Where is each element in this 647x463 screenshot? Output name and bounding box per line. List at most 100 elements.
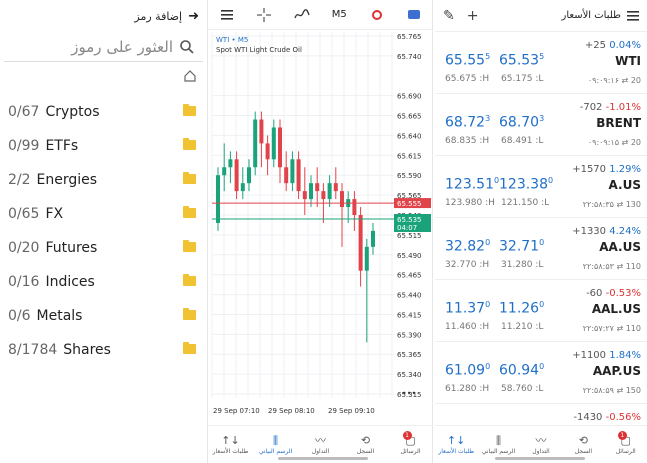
candle-body bbox=[333, 183, 338, 192]
high-price: 65.675 :H bbox=[445, 74, 490, 84]
symbol-name: AAL.US bbox=[591, 302, 641, 316]
nav-tab-3[interactable]: ⟲ السجل bbox=[346, 434, 386, 455]
ask-price: 68.703 bbox=[499, 114, 545, 131]
candle-body bbox=[364, 246, 369, 271]
nav-tab-label: طلبات الأسعار bbox=[212, 447, 249, 455]
quote-time-spread: ۰۹:۰۹:۱۶ ⇄ 20 bbox=[587, 76, 641, 85]
group-count: 0/67 bbox=[8, 104, 40, 120]
nav-tab-0[interactable]: ↑↓ طلبات الأسعار bbox=[211, 434, 251, 455]
quote-time-spread: ۰۹:۰۹:۱۵ ⇄ 20 bbox=[587, 138, 641, 147]
price-tick-label: 65.415 bbox=[397, 311, 422, 319]
chart-symbol-description: Spot WTI Light Crude Oil bbox=[216, 46, 302, 54]
group-name: ETFs bbox=[45, 138, 79, 154]
objects-icon[interactable] bbox=[364, 5, 390, 25]
symbol-group-futures[interactable]: 0/20 Futures bbox=[0, 237, 207, 259]
high-price: 61.280 :H bbox=[445, 384, 490, 394]
nav-tab-0[interactable]: ↑↓ طلبات الأسعار bbox=[436, 434, 476, 455]
quote-time-spread: ۲۲:۵۸:۳۵ ⇄ 130 bbox=[582, 200, 641, 209]
quote-row[interactable]: -1430 -0.56% bbox=[435, 404, 647, 463]
candle-body bbox=[340, 191, 344, 208]
nav-tab-4[interactable]: ▢ الرسائل 1 bbox=[391, 430, 431, 455]
symbol-group-indices[interactable]: 0/16 Indices bbox=[0, 271, 207, 293]
nav-tab-label: الرسائل bbox=[400, 447, 421, 455]
candle-body bbox=[271, 127, 276, 160]
high-price: 32.770 :H bbox=[445, 260, 490, 270]
symbols-header: إضافة رمز ➜ bbox=[0, 0, 207, 32]
indicators-icon[interactable] bbox=[289, 5, 315, 25]
search-icon bbox=[180, 39, 194, 54]
bottom-nav-quotes: ↑↓ طلبات الأسعار ⫼ الرسم البياني 〰 التداول ⟲ ال… bbox=[435, 425, 647, 463]
price-tick-label: 65.765 bbox=[397, 33, 422, 41]
group-count: 0/20 bbox=[8, 240, 40, 256]
back-arrow-icon[interactable]: ➜ bbox=[188, 8, 199, 24]
quote-row[interactable]: 123.510 123.380 123.980 :H 121.150 :L A.US ۲۲… bbox=[435, 156, 647, 218]
nav-tab-1[interactable]: ⫼ الرسم البياني bbox=[479, 434, 519, 455]
price-tick-label: 65.740 bbox=[397, 53, 422, 61]
symbol-group-metals[interactable]: 0/6 Metals bbox=[0, 305, 207, 327]
high-price: 68.835 :H bbox=[445, 136, 490, 146]
bid-price-tag: 65.535 bbox=[397, 216, 422, 224]
quote-row[interactable]: 65.555 65.535 65.675 :H 65.175 :L WTI ۰۹:۰۹:۱… bbox=[435, 32, 647, 94]
ask-price: 65.535 bbox=[499, 52, 545, 69]
price-tick-label: 65.365 bbox=[397, 351, 422, 359]
candle-body bbox=[222, 167, 227, 176]
nav-tab-1[interactable]: ⫼ الرسم البياني bbox=[256, 434, 296, 455]
bid-price: 32.820 bbox=[445, 238, 491, 255]
menu-icon[interactable] bbox=[214, 5, 240, 25]
nav-tab-icon: ▢ bbox=[405, 433, 416, 447]
pencil-icon[interactable]: ✎ bbox=[443, 7, 455, 24]
ask-price: 11.260 bbox=[499, 300, 545, 317]
nav-tab-3[interactable]: ⟲ السجل bbox=[563, 434, 603, 455]
symbol-group-fx[interactable]: 0/65 FX bbox=[0, 203, 207, 225]
candle-body bbox=[284, 167, 289, 184]
add-icon[interactable]: + bbox=[466, 7, 479, 24]
daily-change: +25 0.04% bbox=[584, 40, 641, 51]
time-tick-label: 29 Sep 08:10 bbox=[268, 407, 315, 415]
nav-tab-label: السجل bbox=[356, 447, 375, 455]
chart-area[interactable]: 65.765 65.740 65.690 65.665 65.640 65.615 65.5… bbox=[208, 30, 432, 425]
quote-row[interactable]: 11.370 11.260 11.460 :H 11.210 :L AAL.US ۲۲:۵… bbox=[435, 280, 647, 342]
quotes-header: ✎ + طلبات الأسعار bbox=[435, 0, 647, 32]
bid-price: 11.370 bbox=[445, 300, 491, 317]
folder-icon bbox=[183, 240, 196, 252]
folder-icon bbox=[183, 308, 196, 320]
quotes-title: طلبات الأسعار bbox=[561, 10, 622, 21]
menu-icon[interactable] bbox=[627, 10, 639, 21]
candle-body bbox=[302, 191, 307, 200]
symbol-group-shares[interactable]: 8/1784 Shares bbox=[0, 339, 207, 361]
quote-row[interactable]: 68.723 68.703 68.835 :H 68.491 :L BRENT ۰۹:۰۹… bbox=[435, 94, 647, 156]
nav-tab-2[interactable]: 〰 التداول bbox=[521, 434, 561, 455]
crosshair-icon[interactable] bbox=[251, 5, 277, 25]
quote-row[interactable]: 32.820 32.710 32.770 :H 31.280 :L AA.US ۲۲:۵۸… bbox=[435, 218, 647, 280]
symbol-search[interactable]: العثور على رموز bbox=[4, 32, 203, 62]
candle-body bbox=[371, 230, 375, 247]
group-count: 8/1784 bbox=[8, 342, 58, 358]
more-icon: ••• bbox=[402, 389, 416, 398]
group-count: 2/2 bbox=[8, 172, 31, 188]
nav-tab-4[interactable]: ▢ الرسائل 1 bbox=[606, 430, 646, 455]
candle-body bbox=[327, 183, 332, 200]
price-tick-label: 65.490 bbox=[397, 252, 422, 260]
nav-tab-2[interactable]: 〰 التداول bbox=[301, 434, 341, 455]
low-price: 31.280 :L bbox=[501, 260, 544, 270]
candle-body bbox=[278, 127, 282, 168]
quotes-panel: ✎ + طلبات الأسعار 65.555 65.535 65.675 :H 6… bbox=[435, 0, 647, 463]
ask-price: 60.940 bbox=[499, 362, 545, 379]
daily-change: -60 -0.53% bbox=[586, 288, 641, 299]
symbol-switch-icon[interactable] bbox=[401, 5, 427, 25]
timeframe-button[interactable]: M5 bbox=[331, 9, 347, 20]
nav-tab-label: الرسم البياني bbox=[481, 447, 516, 455]
symbol-group-cryptos[interactable]: 0/67 Cryptos bbox=[0, 101, 207, 123]
symbol-group-energies[interactable]: 2/2 Energies bbox=[0, 169, 207, 191]
symbol-group-etfs[interactable]: 0/99 ETFs bbox=[0, 135, 207, 157]
folder-icon bbox=[183, 172, 196, 184]
search-input[interactable]: العثور على رموز bbox=[71, 37, 173, 56]
quote-row[interactable]: 61.090 60.940 61.280 :H 58.760 :L AAP.US ۲۲:۵… bbox=[435, 342, 647, 404]
group-name: Metals bbox=[36, 308, 83, 324]
ask-price-tag-bg bbox=[394, 198, 431, 209]
high-price: 123.980 :H bbox=[445, 198, 495, 208]
home-icon[interactable] bbox=[183, 69, 197, 83]
price-tick-label: 65.315 bbox=[397, 391, 422, 399]
ask-price: 32.710 bbox=[499, 238, 545, 255]
price-tick-label: 65.565 bbox=[397, 192, 422, 200]
